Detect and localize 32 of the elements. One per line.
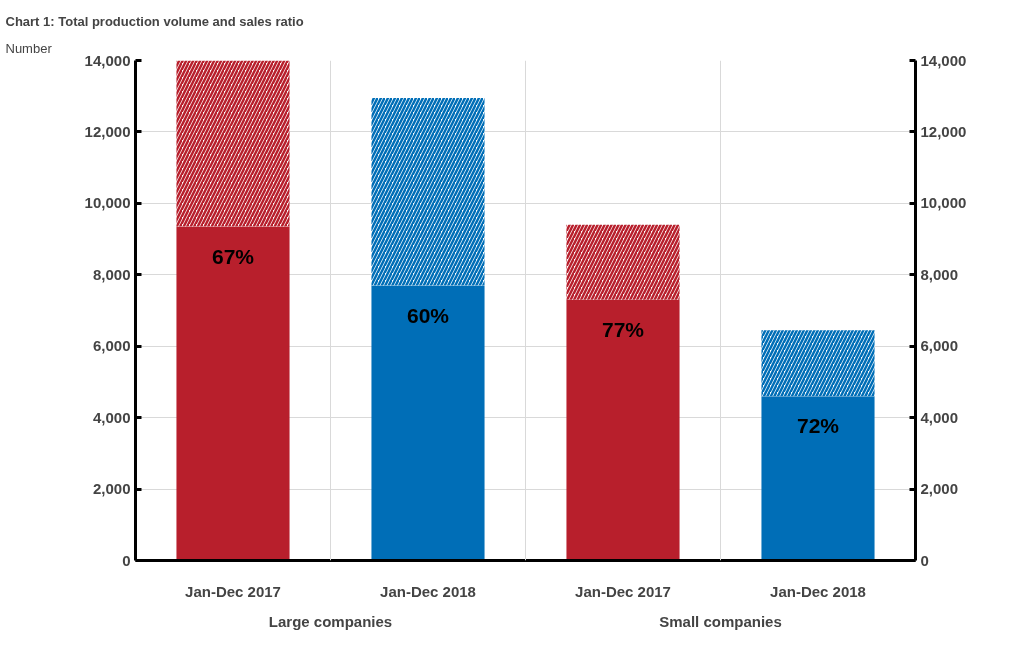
y-axis-title: Number [5,40,53,56]
annotation: 67% [211,244,255,268]
y2-tick-label: 14,000 [920,51,967,69]
chart-title: Chart 1: Total production volume and sales ratio [5,13,304,29]
y-tick-label: 2,000 [92,480,131,498]
y-tick-label: 10,000 [84,194,131,212]
x-tick-label: Jan-Dec 2017 [185,582,281,600]
y2-tick-label: 6,000 [920,337,959,355]
x-tick-label: Jan-Dec 2017 [575,582,671,600]
y-tick-label: 8,000 [92,265,131,283]
y2-tick-label: 4,000 [920,408,959,426]
y-tick-label: 12,000 [84,122,131,140]
y-tick-label: 4,000 [92,408,131,426]
y-tick-label: 6,000 [92,337,131,355]
y-tick-label: 0 [122,551,131,569]
annotation: 77% [601,317,645,341]
y2-tick-label: 8,000 [920,265,959,283]
x-tick-label: Jan-Dec 2018 [380,582,476,600]
text: Small companies [659,612,782,630]
y2-tick-label: 0 [920,551,929,569]
y2-tick-label: 2,000 [920,480,959,498]
annotation: 72% [796,414,840,438]
bar [176,226,290,561]
bar [566,299,680,561]
y2-tick-label: 10,000 [920,194,967,212]
text: Large companies [268,612,393,630]
bar [761,396,875,561]
annotation: 60% [406,303,450,327]
x-tick-label: Jan-Dec 2018 [770,582,866,600]
y2-tick-label: 12,000 [920,122,967,140]
y-tick-label: 14,000 [84,51,131,69]
bar [371,285,485,561]
